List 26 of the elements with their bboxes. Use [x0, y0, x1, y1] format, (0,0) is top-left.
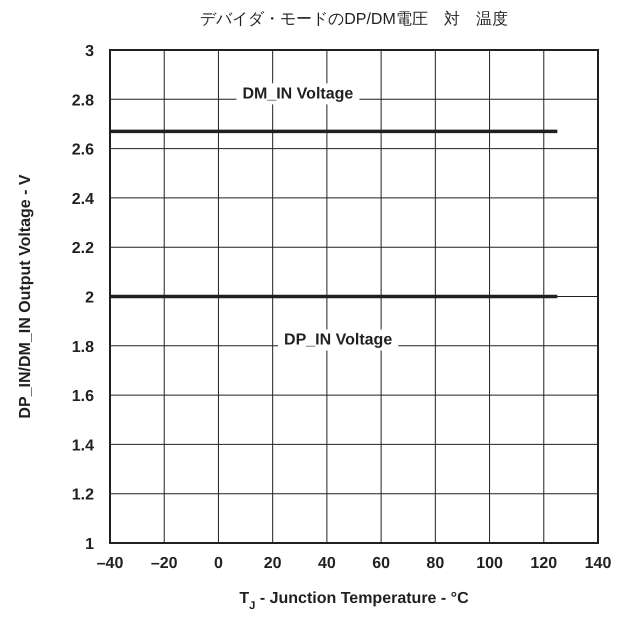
x-tick-label: 120	[530, 555, 558, 572]
x-tick-label: 60	[372, 555, 390, 572]
y-tick-label: 1.2	[72, 486, 94, 504]
text: DP_IN Voltage	[284, 332, 392, 348]
y-axis-title: DP_IN/DM_IN Output Voltage - V	[17, 174, 34, 419]
x-axis-title: T$_{J}$ - Junction Temperature - °C	[239, 590, 470, 612]
x-tick-label: 40	[318, 555, 336, 572]
y-tick-label: 2.8	[72, 92, 94, 110]
y-tick-label: 1.6	[72, 388, 94, 406]
y-tick-label: 2.4	[72, 190, 94, 208]
y-tick-label: 1	[85, 536, 94, 553]
x-tick-label: 100	[476, 555, 503, 572]
x-tick-label: 140	[584, 555, 612, 572]
x-tick-label: 0	[214, 555, 223, 572]
y-tick-label: 1.4	[72, 437, 94, 454]
series-label: DM_IN Voltage	[242, 85, 354, 102]
chart-title: デバイダ・モードのDP/DM電圧 対 温度	[200, 10, 508, 28]
y-tick-label: 1.8	[72, 338, 94, 356]
y-tick-label: 2.2	[72, 240, 94, 258]
x-tick-label: 20	[264, 555, 282, 572]
y-tick-label: 2	[85, 290, 94, 306]
y-tick-label: 3	[85, 43, 94, 60]
y-tick-label: 2.6	[72, 142, 94, 159]
x-tick-label: 80	[426, 555, 444, 572]
x-tick-label: –20	[150, 555, 178, 572]
x-tick-label: –40	[96, 555, 124, 572]
